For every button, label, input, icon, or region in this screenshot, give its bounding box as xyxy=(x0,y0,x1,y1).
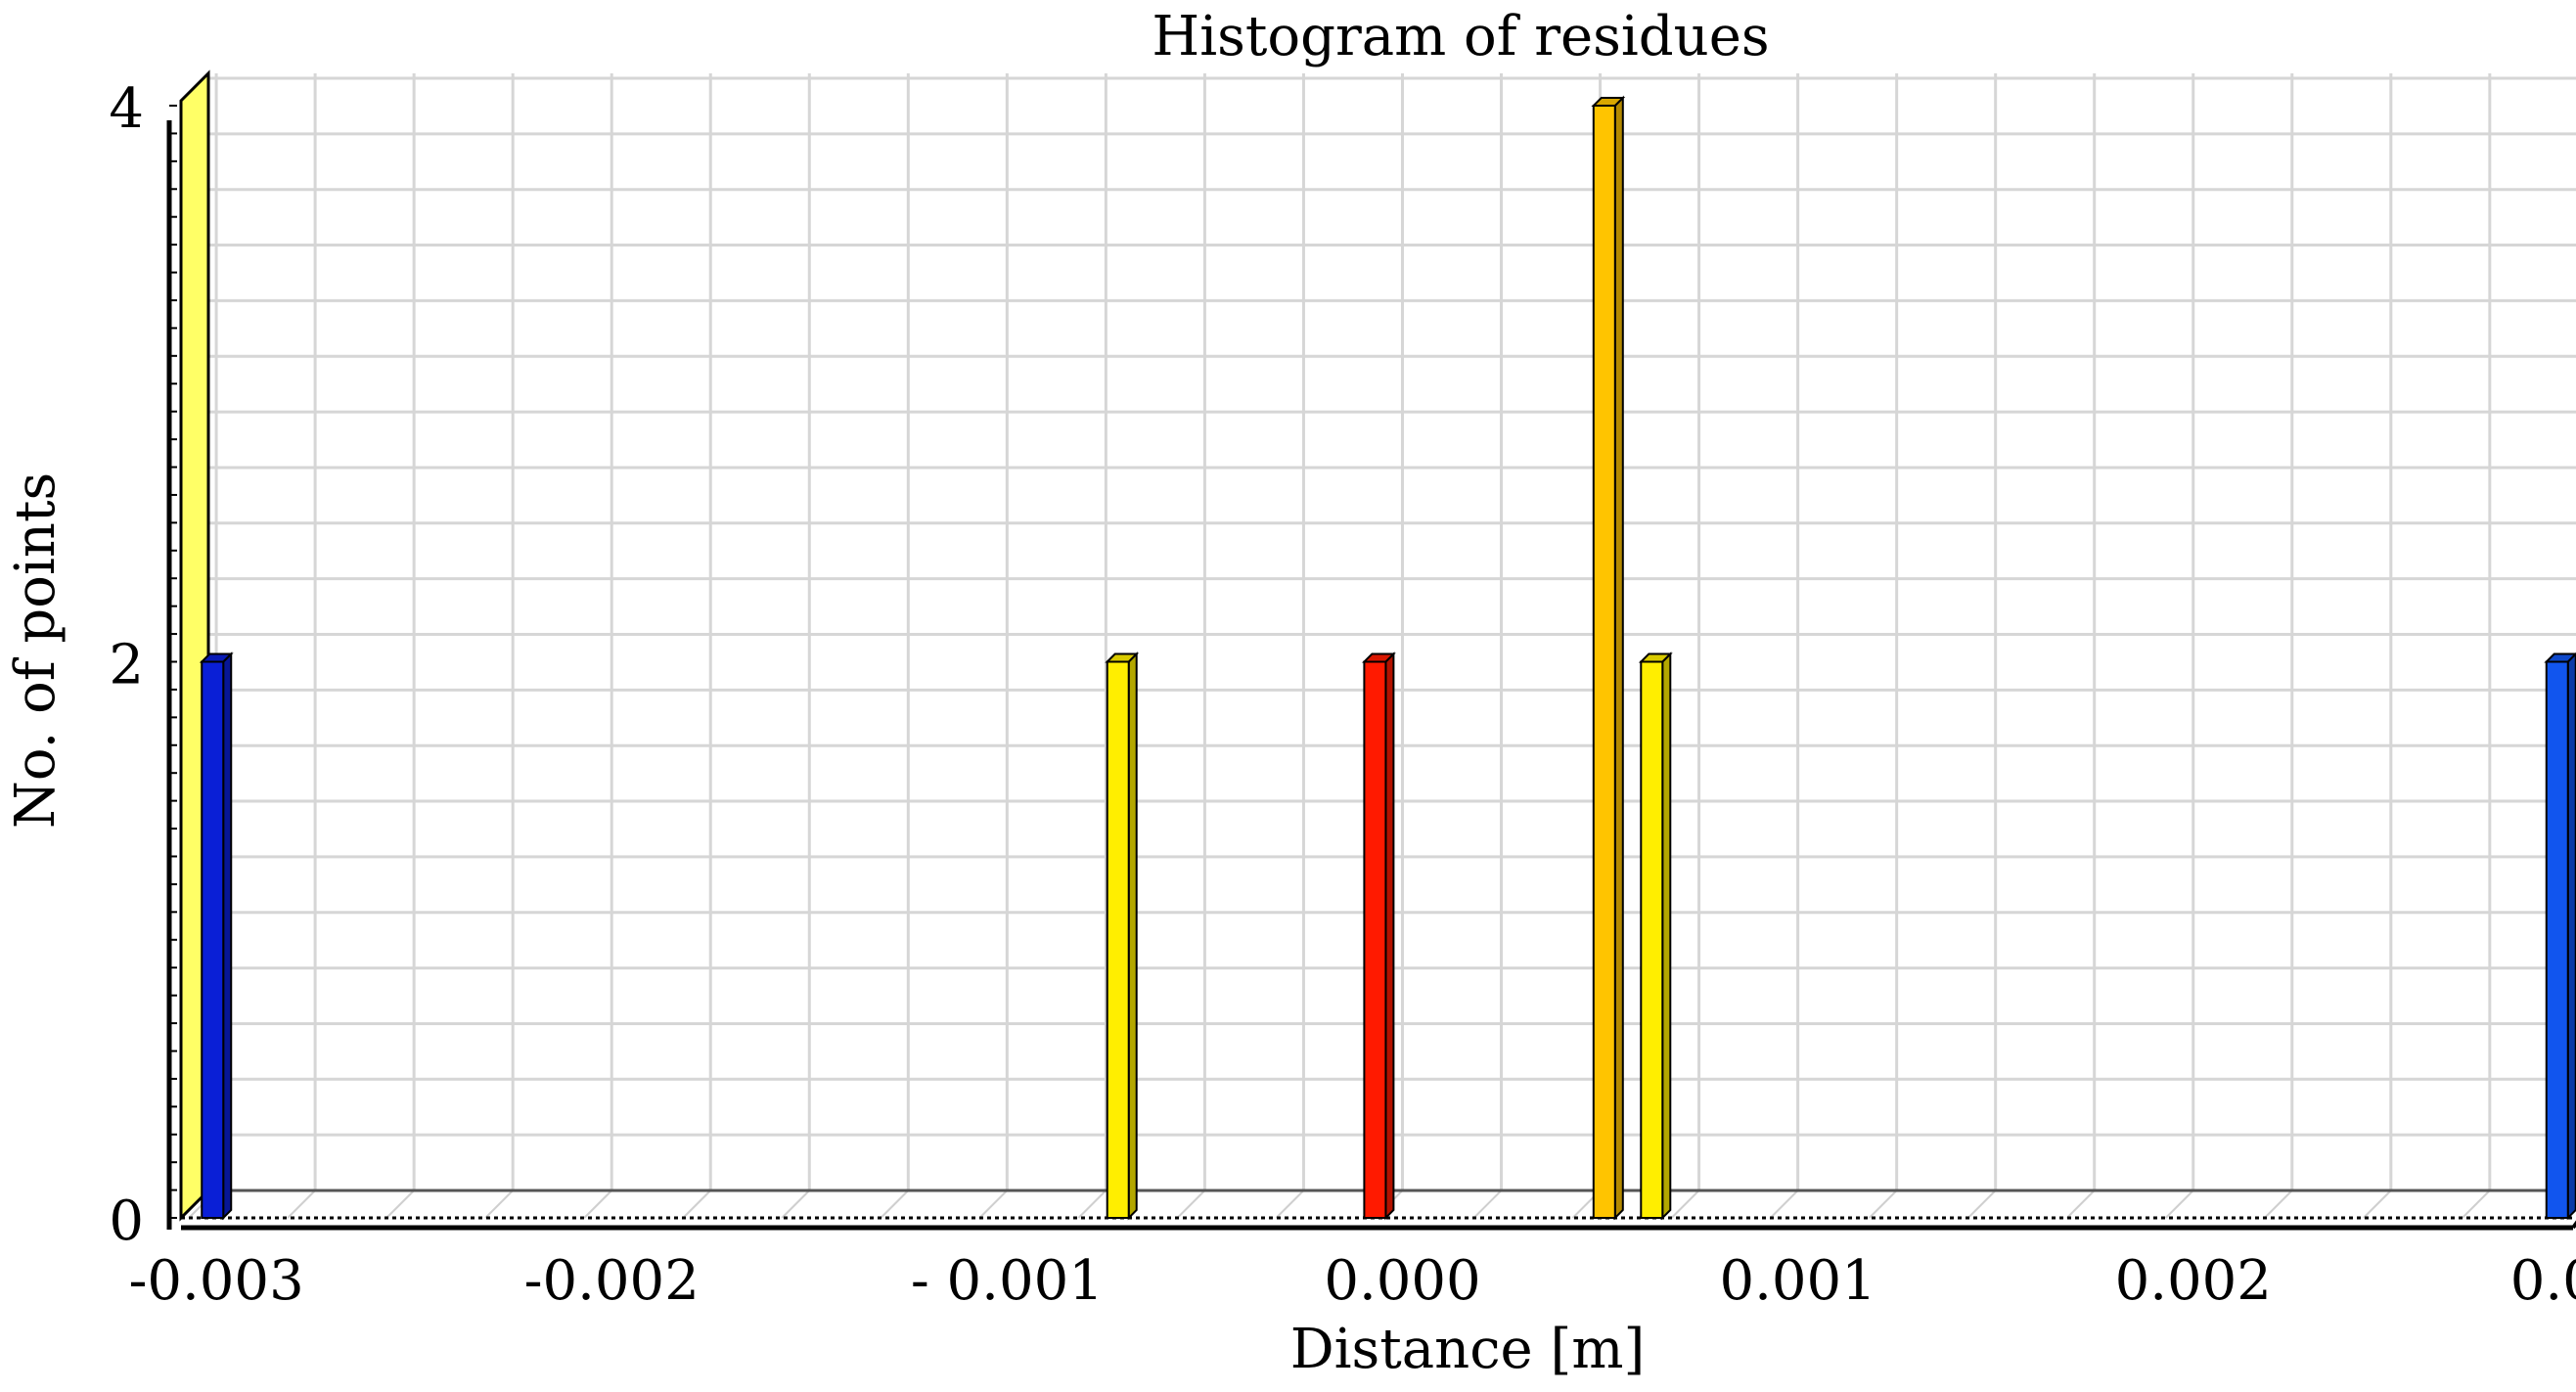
floor-grid-line xyxy=(2462,1190,2491,1219)
histogram-bar xyxy=(199,651,234,1221)
floor-grid-line xyxy=(2264,1190,2293,1219)
floor-grid-line xyxy=(2165,1190,2194,1219)
floor-grid-line xyxy=(1275,1190,1305,1219)
floor-grid-line xyxy=(682,1190,711,1219)
floor-grid-line xyxy=(1176,1190,1206,1219)
y-tick-label: 0 xyxy=(109,1190,144,1253)
bar-front xyxy=(1106,660,1130,1219)
floor-grid-line xyxy=(583,1190,612,1219)
floor-grid-line xyxy=(1077,1190,1107,1219)
x-axis-label: Distance [m] xyxy=(1290,1318,1646,1381)
bar-side xyxy=(222,651,233,1221)
floor-grid-line xyxy=(287,1190,316,1219)
tick-labels: 0 2 4 -0.003 -0.002 - 0.001 0.000 0.001 0.002 0.0… xyxy=(109,77,2576,1313)
x-tick-label: 0.003 xyxy=(2510,1249,2576,1313)
floor-grid-line xyxy=(1966,1190,1997,1219)
floor-grid-line xyxy=(1472,1190,1503,1219)
bar-front xyxy=(201,660,225,1219)
grid xyxy=(180,73,2576,1219)
x-tick-label: 0.001 xyxy=(1719,1249,1876,1313)
bar-front xyxy=(1640,660,1664,1219)
bar-side xyxy=(1613,95,1624,1221)
floor-grid-line xyxy=(978,1190,1009,1219)
x-tick-label: - 0.001 xyxy=(911,1249,1104,1313)
y-axis-label: No. of points xyxy=(4,472,68,829)
bar-side xyxy=(1661,651,1672,1221)
floor-grid-line xyxy=(484,1190,514,1219)
bar-side xyxy=(2566,651,2576,1221)
y-tick-label: 4 xyxy=(109,77,144,141)
floor-grid-line xyxy=(1769,1190,1799,1219)
histogram-bar xyxy=(1638,651,1673,1221)
x-tick-label: 0.002 xyxy=(2115,1249,2272,1313)
floor-grid-line xyxy=(880,1190,910,1219)
floor-grid-line xyxy=(385,1190,415,1219)
floor-grid-line xyxy=(1868,1190,1898,1219)
histogram-bar xyxy=(1105,651,1140,1221)
histogram-bar xyxy=(2544,651,2576,1221)
histogram-bar xyxy=(1591,95,1626,1221)
floor-grid-line xyxy=(2363,1190,2392,1219)
floor-grid-line xyxy=(2066,1190,2096,1219)
bar-side xyxy=(1384,651,1395,1221)
bar-front xyxy=(2545,660,2569,1219)
bar-front xyxy=(1363,660,1387,1219)
bar-front xyxy=(1592,105,1616,1219)
y-tick-label: 2 xyxy=(109,634,144,697)
floor-grid-line xyxy=(1670,1190,1700,1219)
chart-title: Histogram of residues xyxy=(1152,5,1769,68)
histogram-bar xyxy=(1361,651,1396,1221)
x-tick-label: -0.003 xyxy=(128,1249,303,1313)
x-tick-label: 0.000 xyxy=(1324,1249,1480,1313)
x-tick-label: -0.002 xyxy=(524,1249,700,1313)
bar-side xyxy=(1127,651,1138,1221)
floor-grid-line xyxy=(781,1190,810,1219)
bars xyxy=(199,95,2576,1221)
